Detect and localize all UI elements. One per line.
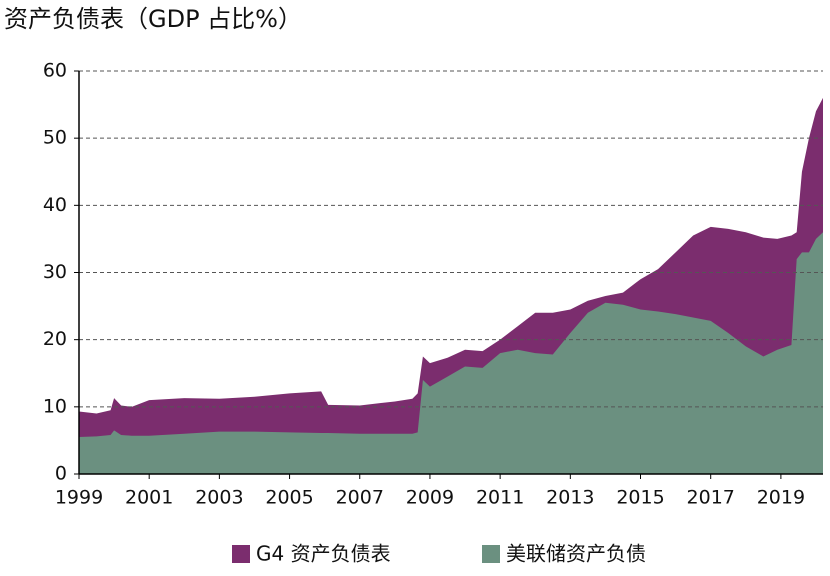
x-tick-label: 2011 <box>476 487 524 509</box>
y-tick-label: 10 <box>43 395 67 417</box>
x-tick-label: 1999 <box>55 487 103 509</box>
y-tick-label: 50 <box>43 127 67 149</box>
legend-swatch <box>232 545 250 563</box>
legend-swatch <box>482 545 500 563</box>
area <box>79 232 823 474</box>
y-tick-label: 0 <box>55 463 67 485</box>
x-tick-label: 2005 <box>265 487 313 509</box>
x-tick-label: 2001 <box>125 487 173 509</box>
legend-label: 美联储资产负债 <box>506 542 646 566</box>
x-tick-label: 2015 <box>616 487 664 509</box>
legend-label: G4 资产负债表 <box>256 542 391 566</box>
y-tick-label: 40 <box>43 194 67 216</box>
chart-title: 资产负债表（GDP 占比%） <box>4 5 302 33</box>
y-tick-label: 60 <box>43 60 67 82</box>
x-tick-label: 2009 <box>406 487 454 509</box>
y-tick-label: 30 <box>43 261 67 283</box>
y-tick-label: 20 <box>43 328 67 350</box>
x-tick-label: 2013 <box>546 487 594 509</box>
x-tick-label: 2019 <box>757 487 805 509</box>
x-tick-label: 2017 <box>687 487 735 509</box>
x-tick-label: 2003 <box>195 487 243 509</box>
x-tick-label: 2007 <box>336 487 384 509</box>
